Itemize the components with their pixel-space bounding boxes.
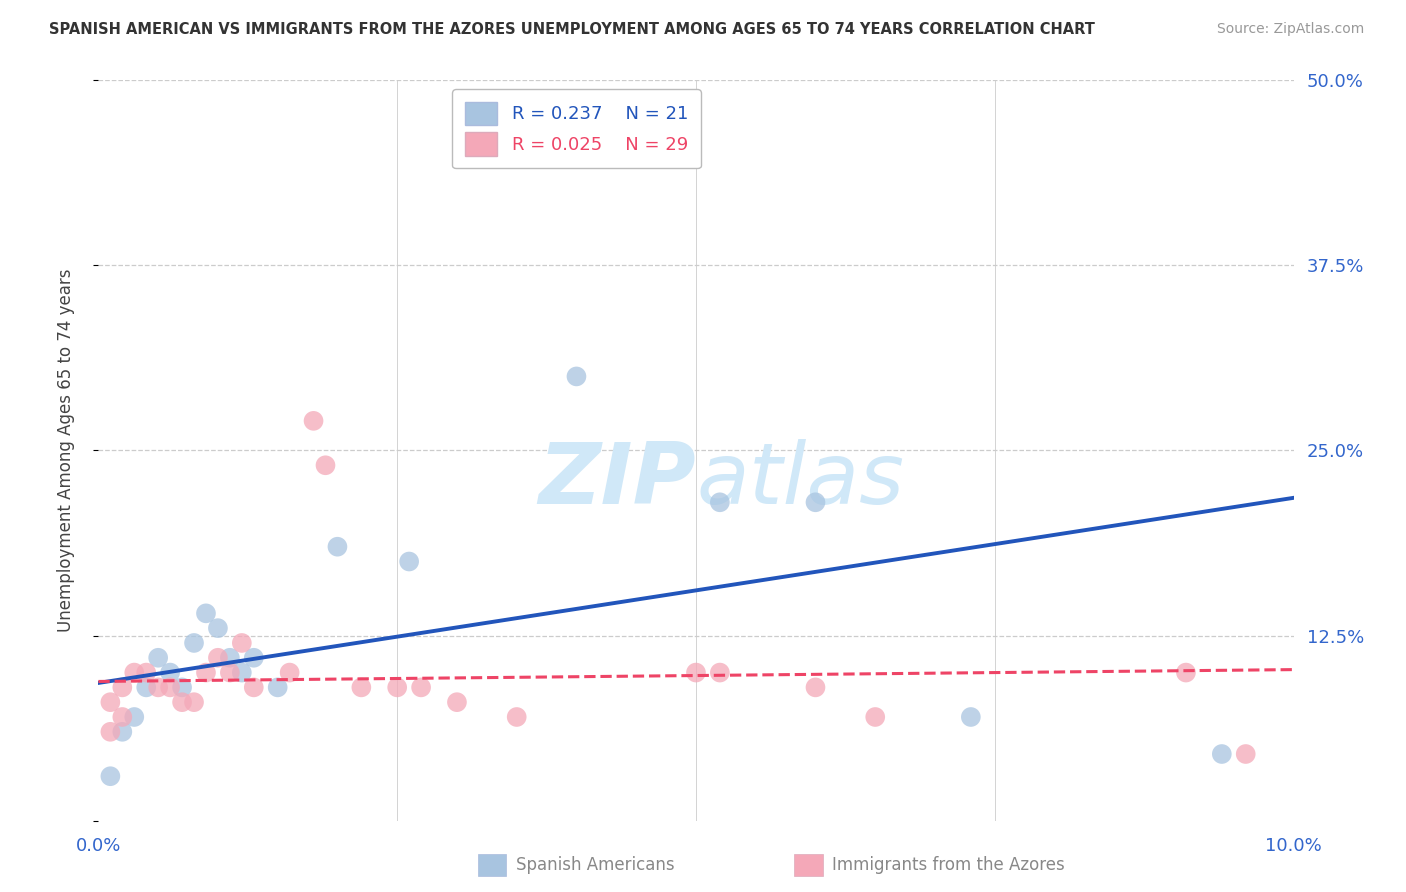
Point [243,681,266,695]
Point [135,681,157,695]
Point [278,665,301,680]
Point [98,724,122,739]
Point [804,681,827,695]
Text: Spanish Americans: Spanish Americans [516,855,675,874]
Point [98,769,122,783]
Text: Immigrants from the Azores: Immigrants from the Azores [832,855,1066,874]
Point [98,695,122,709]
Point [709,665,731,680]
Point [231,636,253,650]
Point [350,681,373,695]
Point [1234,747,1257,761]
Point [385,681,409,695]
Point [231,665,253,680]
Point [159,681,181,695]
Point [398,555,420,569]
Point [302,414,325,428]
Point [243,650,266,665]
Point [148,681,170,695]
Point [326,540,349,554]
Legend: R = 0.237    N = 21, R = 0.025    N = 29: R = 0.237 N = 21, R = 0.025 N = 29 [453,89,700,169]
Point [219,665,242,680]
Point [960,710,983,724]
Point [865,710,887,724]
Point [804,495,827,509]
Point [411,681,433,695]
Point [111,710,134,724]
Point [446,695,468,709]
Point [1211,747,1233,761]
Point [111,681,134,695]
Point [124,710,146,724]
Point [1175,665,1198,680]
Point [565,369,588,384]
Point [207,621,229,635]
Point [148,650,170,665]
Point [183,695,205,709]
Point [183,636,205,650]
Text: Source: ZipAtlas.com: Source: ZipAtlas.com [1216,22,1364,37]
Point [172,695,194,709]
Point [195,665,218,680]
Point [709,495,731,509]
Point [159,665,181,680]
Point [315,458,337,473]
Point [172,681,194,695]
Text: ZIP: ZIP [538,439,696,522]
Y-axis label: Unemployment Among Ages 65 to 74 years: Unemployment Among Ages 65 to 74 years [56,268,75,632]
Point [195,607,218,621]
Text: atlas: atlas [696,439,904,522]
Point [267,681,290,695]
Point [219,650,242,665]
Point [135,665,157,680]
Point [207,650,229,665]
Point [685,665,707,680]
Point [124,665,146,680]
Text: SPANISH AMERICAN VS IMMIGRANTS FROM THE AZORES UNEMPLOYMENT AMONG AGES 65 TO 74 : SPANISH AMERICAN VS IMMIGRANTS FROM THE … [49,22,1095,37]
Point [111,724,134,739]
Point [506,710,529,724]
